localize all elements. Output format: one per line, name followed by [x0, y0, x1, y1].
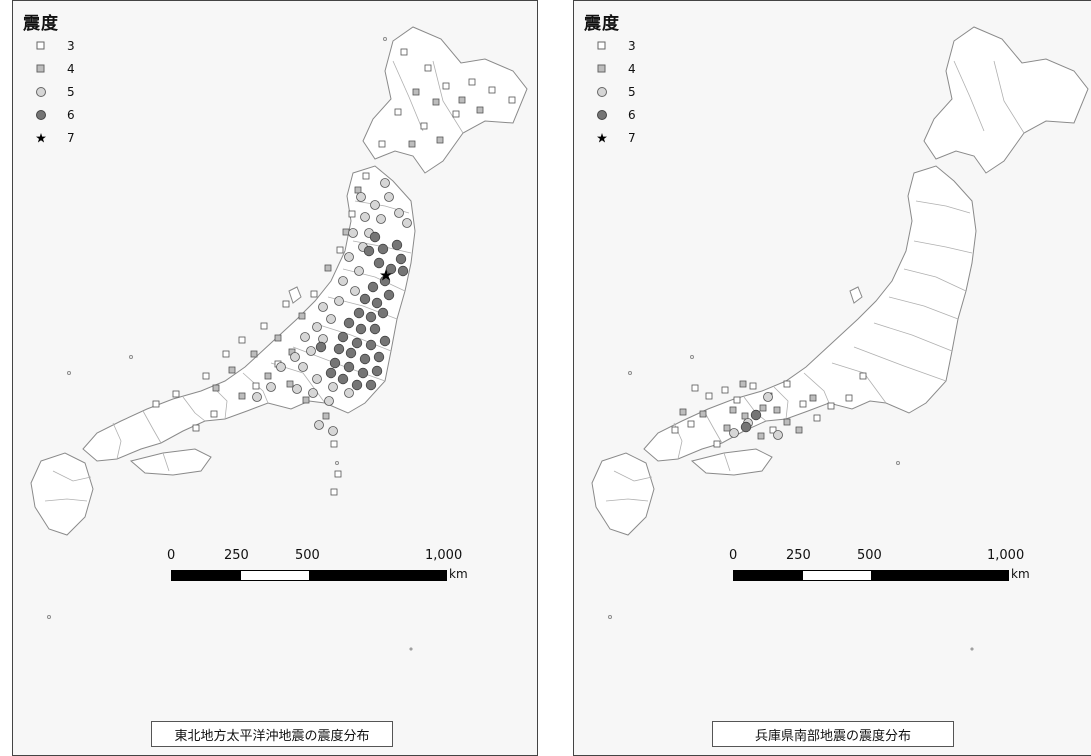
intensity-3-markers	[152, 48, 516, 496]
land-outline	[591, 26, 1089, 651]
scale-unit: km	[1011, 567, 1030, 581]
map-japan-tohoku	[30, 26, 528, 651]
legend-item-7: 7	[584, 126, 636, 149]
scale-bar: 0 250 500 1,000 km	[167, 548, 468, 581]
scale-tick: 0	[167, 548, 176, 563]
legend-item-3: 3	[584, 34, 636, 57]
square-gray-icon	[23, 61, 59, 77]
scale-bar: 0 250 500 1,000 km	[729, 548, 1030, 581]
circle-light-icon	[23, 84, 59, 100]
legend-title: 震度	[584, 14, 620, 34]
legend-item-3: 3	[23, 34, 75, 57]
intensity-6-markers	[315, 231, 409, 391]
legend-label: 3	[67, 38, 75, 53]
scale-tick: 500	[295, 548, 320, 563]
scale-tick: 0	[729, 548, 738, 563]
map-panel-tohoku: 震度 3 4 5 6 7 0 250 500 1,000	[12, 0, 538, 756]
intensity-4-markers	[679, 380, 817, 440]
scale-tick: 1,000	[987, 548, 1025, 563]
legend-label: 6	[628, 107, 636, 122]
square-white-icon	[584, 38, 620, 54]
legend-label: 5	[67, 84, 75, 99]
scale-tick: 250	[786, 548, 811, 563]
scale-unit: km	[449, 567, 468, 581]
scale-track	[171, 570, 447, 581]
legend: 震度 3 4 5 6 7	[23, 9, 75, 149]
map-caption: 兵庫県南部地震の震度分布	[712, 721, 954, 747]
legend-label: 7	[628, 130, 636, 145]
legend-label: 7	[67, 130, 75, 145]
map-panel-hyogo: 震度 3 4 5 6 7 0 250 500 1,000	[573, 0, 1091, 756]
legend-label: 4	[67, 61, 75, 76]
prefecture-borders	[605, 60, 1025, 502]
circle-dark-icon	[23, 107, 59, 123]
circle-light-icon	[584, 84, 620, 100]
legend-label: 3	[628, 38, 636, 53]
scale-tick: 500	[857, 548, 882, 563]
intensity-7-marker	[380, 269, 392, 281]
legend-item-6: 6	[584, 103, 636, 126]
seismic-markers-tohoku	[152, 48, 516, 496]
legend-item-5: 5	[23, 80, 75, 103]
scale-tick: 250	[224, 548, 249, 563]
map-caption: 東北地方太平洋沖地震の震度分布	[151, 721, 393, 747]
seismic-markers-hyogo	[671, 372, 867, 448]
star-icon	[584, 130, 620, 146]
legend-item-4: 4	[23, 57, 75, 80]
legend-item-5: 5	[584, 80, 636, 103]
square-white-icon	[23, 38, 59, 54]
intensity-4-markers	[212, 88, 484, 420]
legend-item-7: 7	[23, 126, 75, 149]
legend-label: 5	[628, 84, 636, 99]
legend-item-4: 4	[584, 57, 636, 80]
star-icon	[23, 130, 59, 146]
legend-title: 震度	[23, 14, 59, 34]
intensity-5-markers	[252, 178, 412, 436]
scale-track	[733, 570, 1009, 581]
circle-dark-icon	[584, 107, 620, 123]
legend-label: 4	[628, 61, 636, 76]
legend: 震度 3 4 5 6 7	[584, 9, 636, 149]
scale-tick: 1,000	[425, 548, 463, 563]
legend-label: 6	[67, 107, 75, 122]
map-japan-hyogo	[591, 26, 1089, 651]
square-gray-icon	[584, 61, 620, 77]
scale-ticks: 0 250 500 1,000	[729, 548, 1024, 570]
scale-ticks: 0 250 500 1,000	[167, 548, 462, 570]
legend-item-6: 6	[23, 103, 75, 126]
intensity-3-markers	[671, 372, 867, 448]
intensity-6-markers	[740, 409, 762, 433]
